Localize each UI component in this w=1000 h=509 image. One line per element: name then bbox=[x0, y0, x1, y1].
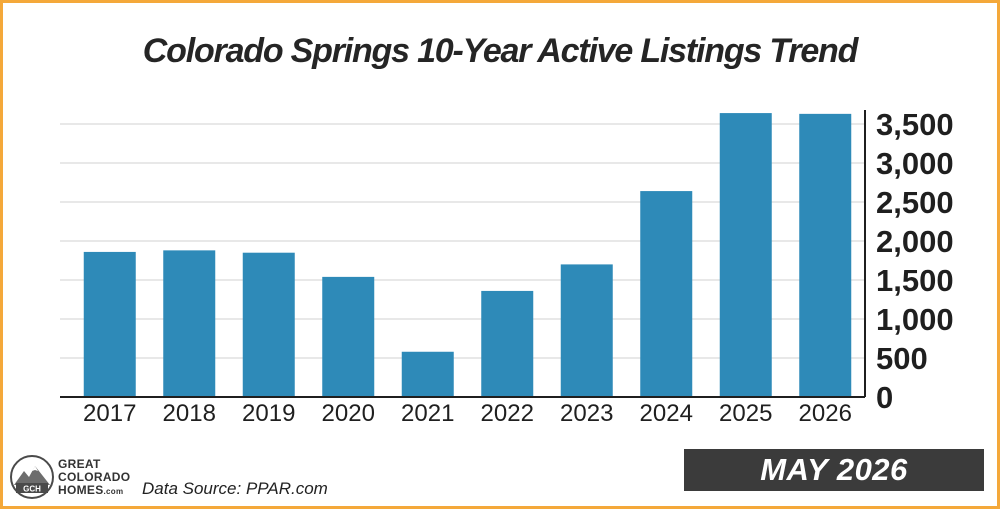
logo-badge-text: GCH bbox=[23, 485, 41, 494]
data-source-note: Data Source: PPAR.com bbox=[142, 479, 328, 498]
chart-title: Colorado Springs 10-Year Active Listings… bbox=[142, 32, 859, 70]
y-tick-label: 500 bbox=[876, 341, 928, 376]
bar-2019 bbox=[242, 252, 295, 397]
y-tick-label: 2,500 bbox=[876, 185, 954, 220]
logo-line-2: COLORADO bbox=[58, 470, 131, 484]
x-tick-label: 2021 bbox=[401, 400, 454, 427]
bar-2017 bbox=[83, 251, 136, 397]
mountain-logo-icon: GCH bbox=[10, 455, 54, 499]
logo-line-1: GREAT bbox=[58, 457, 101, 471]
y-tick-label: 2,000 bbox=[876, 224, 954, 259]
bar-2020 bbox=[322, 276, 375, 397]
y-tick-label: 3,000 bbox=[876, 146, 954, 181]
logo-wordmark: GREAT COLORADO HOMES.com bbox=[58, 458, 130, 498]
y-tick-label: 1,000 bbox=[876, 302, 954, 337]
bar-2022 bbox=[481, 290, 534, 397]
date-badge: MAY 2026 bbox=[684, 449, 984, 491]
logo-line-3: HOMES bbox=[58, 483, 104, 497]
x-tick-label: 2018 bbox=[163, 400, 216, 427]
x-tick-label: 2022 bbox=[481, 400, 534, 427]
x-tick-label: 2024 bbox=[640, 400, 693, 427]
y-tick-label: 3,500 bbox=[876, 107, 954, 142]
bar-2018 bbox=[163, 250, 216, 397]
bar-2024 bbox=[640, 191, 693, 397]
bar-2026 bbox=[799, 113, 852, 398]
bar-2023 bbox=[560, 264, 613, 397]
bar-2025 bbox=[719, 113, 772, 397]
x-tick-label: 2023 bbox=[560, 400, 613, 427]
x-tick-label: 2026 bbox=[799, 400, 852, 427]
y-tick-label: 1,500 bbox=[876, 263, 954, 298]
logo-suffix: .com bbox=[103, 487, 124, 496]
x-tick-label: 2017 bbox=[83, 400, 136, 427]
x-tick-label: 2025 bbox=[719, 400, 772, 427]
logo: GCH GREAT COLORADO HOMES.com bbox=[10, 455, 138, 501]
bar-2021 bbox=[401, 351, 454, 397]
y-tick-label: 0 bbox=[876, 380, 893, 415]
x-tick-label: 2019 bbox=[242, 400, 295, 427]
x-tick-label: 2020 bbox=[322, 400, 375, 427]
